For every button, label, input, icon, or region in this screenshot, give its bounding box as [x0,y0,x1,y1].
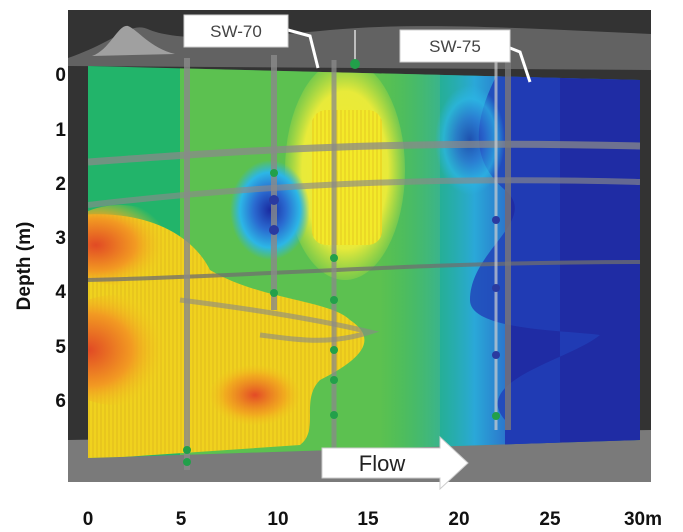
well-label-sw70-text: SW-70 [210,22,262,41]
x-axis: 0 5 10 15 20 25 30m [83,509,662,530]
y-axis-title: Depth (m) [14,222,35,311]
x-tick-0: 0 [83,509,94,530]
x-tick-4: 20 [448,509,469,530]
well-profiles [183,30,511,470]
x-tick-1: 5 [176,509,187,530]
flow-arrow: Flow [321,435,469,491]
well-label-sw70: SW-70 [183,14,320,69]
y-tick-4: 4 [55,282,66,303]
well-label-sw75: SW-75 [399,29,532,83]
y-tick-6: 6 [55,391,66,412]
terrain-peak [92,25,175,56]
well-label-sw75-text: SW-75 [429,37,481,56]
x-tick-2: 10 [267,509,288,530]
y-tick-0: 0 [55,65,66,86]
x-tick-3: 15 [357,509,379,530]
resistivity-section [88,66,640,458]
x-tick-6: 30m [624,509,662,530]
y-axis: 0 1 2 3 4 5 6 Depth (m) [14,65,66,412]
y-tick-2: 2 [55,174,66,195]
y-tick-3: 3 [55,228,66,249]
x-tick-5: 25 [539,509,561,530]
flow-label: Flow [359,451,406,476]
y-tick-1: 1 [55,120,66,141]
y-tick-5: 5 [55,337,66,358]
